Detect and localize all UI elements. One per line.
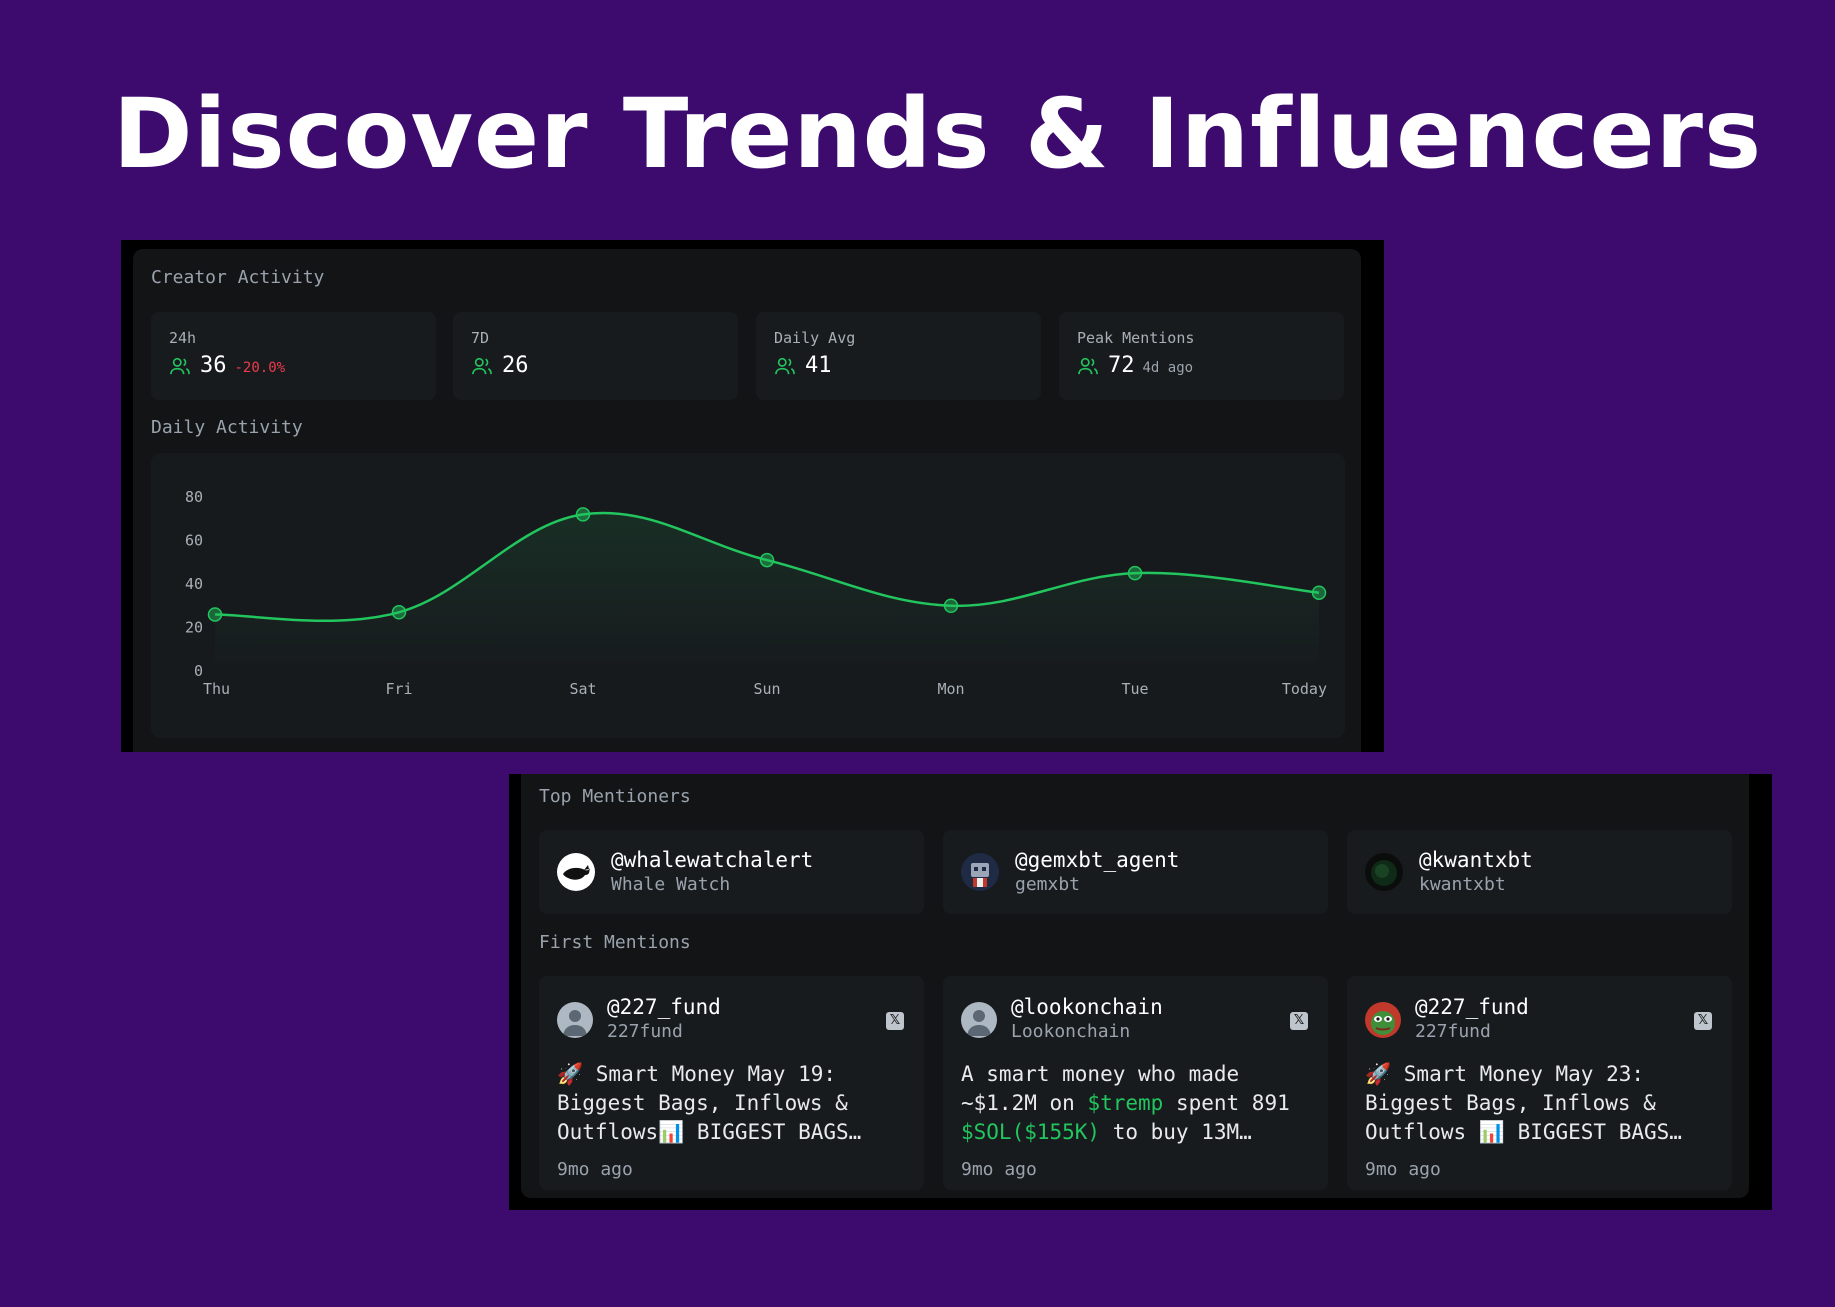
- users-icon: [775, 357, 795, 374]
- creator-activity-title: Creator Activity: [151, 267, 325, 288]
- users-icon: [1078, 357, 1098, 374]
- creator-activity-panel: Creator Activity 24h 36 -20.0% 7D 26 Dai…: [121, 240, 1384, 752]
- x-tick-label: Fri: [385, 680, 412, 698]
- daily-activity-title: Daily Activity: [151, 417, 303, 438]
- top-mentioner-card[interactable]: @gemxbt_agent gemxbt: [943, 830, 1328, 914]
- creator-activity-card: Creator Activity 24h 36 -20.0% 7D 26 Dai…: [133, 249, 1361, 752]
- top-mentioner-card[interactable]: @kwantxbt kwantxbt: [1347, 830, 1732, 914]
- mention-text: A smart money who made ~$1.2M on $tremp …: [961, 1060, 1310, 1147]
- top-mentioner-card[interactable]: @whalewatchalert Whale Watch: [539, 830, 924, 914]
- y-tick-label: 80: [185, 488, 203, 506]
- mentioner-handle: @gemxbt_agent: [1015, 848, 1180, 872]
- mention-name: 227fund: [607, 1021, 683, 1042]
- mentioner-name: kwantxbt: [1419, 874, 1506, 895]
- data-point: [1311, 585, 1327, 600]
- data-point: [759, 552, 775, 568]
- mention-text-part: A smart money who made ~$1.2M on: [961, 1062, 1240, 1115]
- mention-time: 9mo ago: [1365, 1159, 1441, 1180]
- x-icon[interactable]: 𝕏: [1290, 1012, 1308, 1030]
- stat-label: Peak Mentions: [1077, 329, 1195, 347]
- mention-name: Lookonchain: [1011, 1021, 1131, 1042]
- mentioner-handle: @kwantxbt: [1419, 848, 1533, 872]
- mention-handle: @227_fund: [1415, 995, 1529, 1019]
- stat-card-24h: 24h 36 -20.0%: [151, 312, 436, 400]
- stat-value: 26: [502, 353, 529, 378]
- y-tick-label: 0: [194, 662, 203, 680]
- stat-label: 24h: [169, 329, 197, 347]
- x-tick-label: Tue: [1121, 680, 1148, 698]
- token-link-sol[interactable]: $SOL($155K): [961, 1120, 1101, 1144]
- x-tick-label: Thu: [203, 680, 230, 698]
- hero-title: Discover Trends & Influencers: [112, 78, 1763, 190]
- x-icon[interactable]: 𝕏: [1694, 1012, 1712, 1030]
- data-point: [207, 607, 223, 622]
- stat-label: 7D: [471, 329, 490, 347]
- stat-value: 72: [1108, 353, 1135, 378]
- mentioner-handle: @whalewatchalert: [611, 848, 814, 872]
- first-mention-card[interactable]: @227_fund 227fund 𝕏 🚀 Smart Money May 19…: [539, 976, 924, 1190]
- mentions-panel: Top Mentioners @whalewatchalert Whale Wa…: [509, 774, 1772, 1210]
- x-icon[interactable]: 𝕏: [886, 1012, 904, 1030]
- users-icon: [170, 357, 190, 374]
- users-icon: [472, 357, 492, 374]
- data-point: [575, 507, 591, 522]
- mentions-card: Top Mentioners @whalewatchalert Whale Wa…: [521, 774, 1749, 1198]
- stat-value: 41: [805, 353, 832, 378]
- mention-name: 227fund: [1415, 1021, 1491, 1042]
- top-mentioners-title: Top Mentioners: [539, 786, 691, 807]
- dark-orb-avatar: [1365, 853, 1403, 891]
- mention-handle: @227_fund: [607, 995, 721, 1019]
- data-point: [391, 605, 407, 620]
- stat-timestamp: 4d ago: [1142, 360, 1194, 376]
- series-line: [214, 511, 1320, 623]
- first-mention-card[interactable]: @227_fund 227fund 𝕏 🚀 Smart Money May 23…: [1347, 976, 1732, 1190]
- mentioner-name: Whale Watch: [611, 874, 731, 895]
- first-mention-card[interactable]: @lookonchain Lookonchain 𝕏 A smart money…: [943, 976, 1328, 1190]
- first-mentions-title: First Mentions: [539, 932, 691, 953]
- stat-card-daily-avg: Daily Avg 41: [756, 312, 1041, 400]
- mention-handle: @lookonchain: [1011, 995, 1163, 1019]
- mention-text: 🚀 Smart Money May 19: Biggest Bags, Infl…: [557, 1062, 862, 1144]
- stat-change: -20.0%: [234, 360, 286, 376]
- chart-svg: 0 20 40 60 80 Thu Fri Sat Sun Mon Tue Today: [185, 488, 1327, 698]
- series-area: [215, 512, 1319, 671]
- x-tick-label: Sun: [753, 680, 780, 698]
- x-tick-label: Mon: [937, 680, 964, 698]
- stat-value: 36: [200, 353, 227, 378]
- mentioner-name: gemxbt: [1015, 874, 1081, 895]
- default-avatar: [961, 1002, 997, 1038]
- robot-avatar: [961, 853, 999, 891]
- mention-text-part: spent 891: [1163, 1091, 1290, 1115]
- y-tick-label: 40: [185, 575, 203, 593]
- y-tick-label: 60: [185, 532, 203, 550]
- y-tick-label: 20: [185, 619, 203, 637]
- whale-avatar: [557, 853, 595, 891]
- stat-card-peak-mentions: Peak Mentions 72 4d ago: [1059, 312, 1344, 400]
- mention-text-part: to buy 13M…: [1100, 1120, 1252, 1144]
- pepe-avatar: [1365, 1002, 1401, 1038]
- mention-time: 9mo ago: [557, 1159, 633, 1180]
- token-link-tremp[interactable]: $tremp: [1087, 1091, 1164, 1115]
- data-point: [1127, 565, 1143, 581]
- x-tick-label: Today: [1282, 680, 1327, 698]
- mention-time: 9mo ago: [961, 1159, 1037, 1180]
- x-tick-label: Sat: [569, 680, 596, 698]
- stat-card-7d: 7D 26: [453, 312, 738, 400]
- daily-activity-chart: 0 20 40 60 80 Thu Fri Sat Sun Mon Tue Today: [151, 453, 1345, 738]
- mention-text: 🚀 Smart Money May 23: Biggest Bags, Infl…: [1365, 1062, 1682, 1144]
- data-point: [943, 598, 959, 613]
- stat-label: Daily Avg: [774, 329, 856, 347]
- default-avatar: [557, 1002, 593, 1038]
